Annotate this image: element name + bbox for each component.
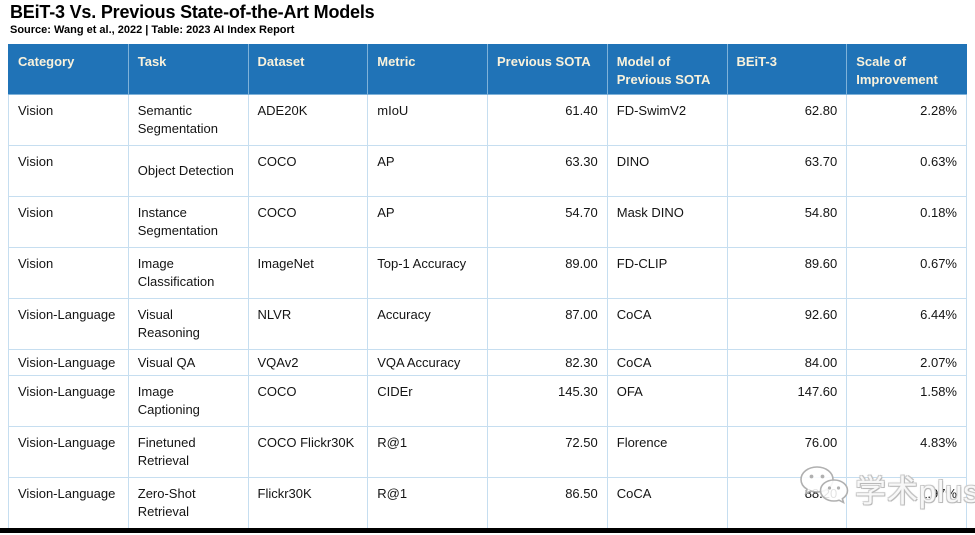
cell-beit3: 54.80 — [726, 196, 848, 248]
column-header-model-of-previous-sota: Model of Previous SOTA — [606, 44, 728, 95]
source-caption: Source: Wang et al., 2022 | Table: 2023 … — [10, 24, 295, 36]
table-row: Vision-Language Finetuned Retrieval COCO F… — [8, 426, 967, 478]
cell-previous-sota: 82.30 — [487, 349, 608, 376]
sota-comparison-table: Category Task Dataset Metric Previous SO… — [8, 44, 967, 529]
cell-category: Vision-Language — [8, 349, 129, 376]
cell-metric: Accuracy — [367, 298, 488, 350]
cell-beit3: 92.60 — [726, 298, 848, 350]
cell-task: Image Classification — [127, 247, 249, 299]
cell-category: Vision-Language — [8, 375, 129, 427]
cell-previous-sota: 86.50 — [487, 477, 608, 529]
cell-previous-sota: 61.40 — [487, 94, 608, 146]
cell-dataset: ImageNet — [247, 247, 369, 299]
cell-model-of-previous-sota: CoCA — [606, 349, 728, 376]
cell-beit3: 63.70 — [726, 145, 848, 197]
cell-dataset: COCO — [247, 145, 369, 197]
cell-model-of-previous-sota: CoCA — [606, 298, 728, 350]
cell-dataset: COCO — [247, 196, 369, 248]
cell-beit3: 88.20 — [726, 477, 848, 529]
cell-category: Vision — [8, 94, 129, 146]
cell-model-of-previous-sota: OFA — [606, 375, 728, 427]
header-row: Category Task Dataset Metric Previous SO… — [8, 44, 967, 95]
cell-metric: Top-1 Accuracy — [367, 247, 488, 299]
cell-dataset: NLVR — [247, 298, 369, 350]
bottom-divider-bar — [0, 528, 975, 533]
cell-scale-of-improvement: 0.67% — [846, 247, 967, 299]
cell-dataset: Flickr30K — [247, 477, 369, 529]
table-header: Category Task Dataset Metric Previous SO… — [8, 44, 967, 95]
cell-previous-sota: 72.50 — [487, 426, 608, 478]
column-header-task: Task — [127, 44, 249, 95]
cell-task: Finetuned Retrieval — [127, 426, 249, 478]
column-header-metric: Metric — [367, 44, 488, 95]
cell-scale-of-improvement: 0.63% — [846, 145, 967, 197]
cell-metric: R@1 — [367, 426, 488, 478]
cell-dataset: COCO Flickr30K — [247, 426, 369, 478]
cell-model-of-previous-sota: FD-SwimV2 — [606, 94, 728, 146]
cell-scale-of-improvement: 2.28% — [846, 94, 967, 146]
table-row: Vision Instance Segmentation COCO AP 54.70 Ma… — [8, 196, 967, 248]
cell-dataset: ADE20K — [247, 94, 369, 146]
cell-task: Visual Reasoning — [127, 298, 249, 350]
cell-scale-of-improvement: 6.44% — [846, 298, 967, 350]
column-header-dataset: Dataset — [247, 44, 369, 95]
cell-model-of-previous-sota: DINO — [606, 145, 728, 197]
cell-metric: VQA Accuracy — [367, 349, 488, 376]
table-row: Vision-Language Image Captioning COCO CIDEr… — [8, 375, 967, 427]
cell-category: Vision — [8, 247, 129, 299]
page-title: BEiT-3 Vs. Previous State-of-the-Art Mod… — [10, 2, 375, 22]
cell-metric: AP — [367, 145, 488, 197]
column-header-beit3: BEiT-3 — [726, 44, 848, 95]
column-header-previous-sota: Previous SOTA — [487, 44, 608, 95]
cell-scale-of-improvement: 0.18% — [846, 196, 967, 248]
cell-metric: CIDEr — [367, 375, 488, 427]
cell-previous-sota: 145.30 — [487, 375, 608, 427]
cell-model-of-previous-sota: FD-CLIP — [606, 247, 728, 299]
table-body: Vision Semantic Segmentation ADE20K mIoU 61.… — [8, 94, 967, 529]
cell-beit3: 147.60 — [726, 375, 848, 427]
table-row: Vision Object Detection COCO AP 63.30 DINO 63.… — [8, 145, 967, 197]
cell-scale-of-improvement: 2.07% — [846, 349, 967, 376]
cell-scale-of-improvement: 1.58% — [846, 375, 967, 427]
table-row: Vision-Language Visual Reasoning NLVR Accur… — [8, 298, 967, 350]
table-row: Vision-Language Visual QA VQAv2 VQA Accurac… — [8, 349, 967, 376]
cell-beit3: 84.00 — [726, 349, 848, 376]
cell-dataset: COCO — [247, 375, 369, 427]
cell-previous-sota: 87.00 — [487, 298, 608, 350]
column-header-category: Category — [8, 44, 129, 95]
cell-dataset: VQAv2 — [247, 349, 369, 376]
cell-previous-sota: 54.70 — [487, 196, 608, 248]
cell-task: Instance Segmentation — [127, 196, 249, 248]
cell-category: Vision — [8, 196, 129, 248]
table-row: Vision-Language Zero-Shot Retrieval Flickr… — [8, 477, 967, 529]
cell-model-of-previous-sota: CoCA — [606, 477, 728, 529]
cell-beit3: 89.60 — [726, 247, 848, 299]
cell-model-of-previous-sota: Florence — [606, 426, 728, 478]
cell-beit3: 62.80 — [726, 94, 848, 146]
cell-model-of-previous-sota: Mask DINO — [606, 196, 728, 248]
cell-task: Visual QA — [127, 349, 249, 376]
cell-task: Object Detection — [127, 145, 249, 197]
cell-category: Vision — [8, 145, 129, 197]
cell-previous-sota: 63.30 — [487, 145, 608, 197]
cell-previous-sota: 89.00 — [487, 247, 608, 299]
table-row: Vision Image Classification ImageNet Top-1 … — [8, 247, 967, 299]
cell-beit3: 76.00 — [726, 426, 848, 478]
cell-category: Vision-Language — [8, 298, 129, 350]
cell-scale-of-improvement: 4.83% — [846, 426, 967, 478]
cell-task: Zero-Shot Retrieval — [127, 477, 249, 529]
column-header-scale-of-improvement: Scale of Improvement — [846, 44, 967, 95]
cell-task: Image Captioning — [127, 375, 249, 427]
cell-metric: AP — [367, 196, 488, 248]
cell-category: Vision-Language — [8, 477, 129, 529]
cell-scale-of-improvement: 1.97% — [846, 477, 967, 529]
cell-task: Semantic Segmentation — [127, 94, 249, 146]
table-row: Vision Semantic Segmentation ADE20K mIoU 61.… — [8, 94, 967, 146]
cell-category: Vision-Language — [8, 426, 129, 478]
cell-metric: mIoU — [367, 94, 488, 146]
cell-metric: R@1 — [367, 477, 488, 529]
